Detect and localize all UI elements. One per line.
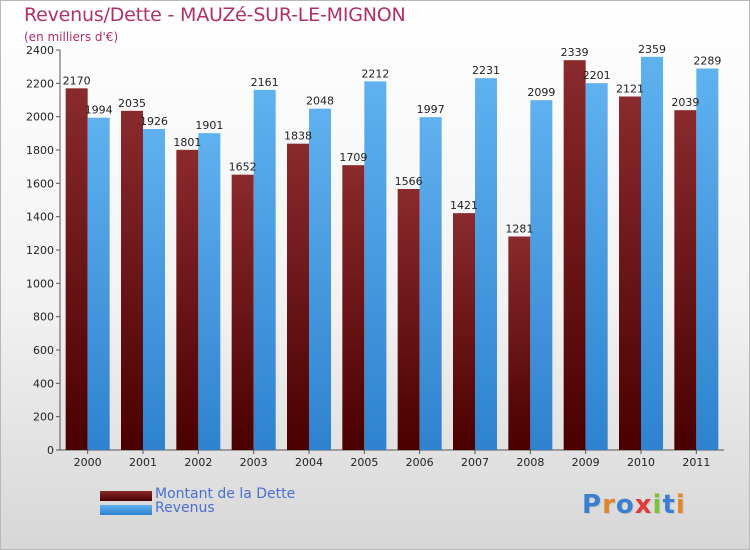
x-tick-label: 2009 — [572, 456, 600, 469]
bar-dette-2005 — [342, 165, 365, 450]
x-tick-label: 2000 — [74, 456, 102, 469]
logo-letter: t — [662, 490, 676, 520]
logo-letter: r — [602, 490, 616, 520]
bar-revenus-2001 — [143, 129, 165, 450]
data-label-dette-2011: 2039 — [671, 96, 699, 109]
legend-swatch-dette — [100, 491, 152, 501]
data-label-revenus-2010: 2359 — [638, 43, 666, 56]
data-label-revenus-2005: 2212 — [361, 67, 389, 80]
bar-revenus-2000 — [87, 117, 110, 451]
bar-revenus-2008 — [530, 100, 553, 451]
data-label-revenus-2000: 1994 — [85, 104, 113, 117]
proxiti-logo: Proxiti — [582, 490, 686, 520]
legend-label-revenus: Revenus — [155, 500, 215, 516]
data-label-revenus-2003: 2161 — [251, 76, 279, 89]
bar-dette-2004 — [287, 143, 309, 450]
legend-label-dette: Montant de la Dette — [155, 486, 296, 502]
y-tick-label: 1200 — [26, 244, 54, 257]
x-tick-label: 2008 — [516, 456, 544, 469]
bar-revenus-2006 — [419, 117, 442, 451]
logo-letter: P — [582, 490, 603, 520]
chart-title: Revenus/Dette - MAUZé-SUR-LE-MIGNON — [24, 4, 406, 26]
bar-revenus-2002 — [198, 133, 221, 450]
x-tick-label: 2004 — [295, 456, 323, 469]
bar-dette-2009 — [563, 60, 586, 451]
bar-dette-2003 — [231, 174, 254, 450]
data-label-revenus-2008: 2099 — [527, 86, 555, 99]
logo-letter: i — [675, 490, 686, 520]
x-tick-label: 2010 — [627, 456, 655, 469]
chart-subtitle: (en milliers d'€) — [24, 30, 119, 44]
data-label-revenus-2009: 2201 — [583, 69, 611, 82]
bar-dette-2011 — [674, 110, 697, 451]
data-label-dette-2009: 2339 — [561, 46, 589, 59]
y-tick-label: 1400 — [26, 211, 54, 224]
bar-dette-2008 — [508, 236, 531, 450]
data-label-revenus-2001: 1926 — [140, 115, 168, 128]
bar-dette-2006 — [397, 189, 420, 450]
y-tick-label: 2200 — [26, 77, 54, 90]
data-label-revenus-2011: 2289 — [693, 55, 721, 68]
bar-dette-2000 — [65, 88, 88, 450]
y-tick-label: 400 — [33, 377, 54, 390]
data-label-revenus-2002: 1901 — [195, 119, 223, 132]
y-tick-label: 200 — [33, 411, 54, 424]
bar-dette-2007 — [453, 213, 475, 450]
y-tick-label: 2400 — [26, 44, 54, 57]
data-label-revenus-2007: 2231 — [472, 64, 500, 77]
data-label-revenus-2004: 2048 — [306, 95, 334, 108]
y-tick-label: 1000 — [26, 277, 54, 290]
data-label-dette-2007: 1421 — [450, 199, 478, 212]
data-label-dette-2003: 1652 — [229, 161, 257, 174]
data-label-revenus-2006: 1997 — [417, 103, 445, 116]
logo-letter: i — [652, 490, 663, 520]
bar-revenus-2003 — [253, 89, 276, 450]
legend-swatch-revenus — [100, 505, 152, 515]
data-label-dette-2008: 1281 — [505, 223, 533, 236]
x-tick-label: 2003 — [240, 456, 268, 469]
bar-revenus-2010 — [641, 56, 663, 450]
logo-letter: o — [615, 490, 635, 520]
data-label-dette-2000: 2170 — [63, 74, 91, 87]
x-tick-label: 2006 — [406, 456, 434, 469]
x-tick-label: 2005 — [350, 456, 378, 469]
bar-dette-2001 — [121, 110, 143, 450]
bar-dette-2002 — [176, 149, 199, 451]
x-tick-label: 2011 — [682, 456, 710, 469]
x-tick-label: 2002 — [184, 456, 212, 469]
data-label-dette-2005: 1709 — [339, 151, 367, 164]
y-tick-label: 1800 — [26, 144, 54, 157]
data-label-dette-2006: 1566 — [395, 175, 423, 188]
y-tick-label: 600 — [33, 344, 54, 357]
y-tick-label: 800 — [33, 311, 54, 324]
data-label-dette-2002: 1801 — [173, 136, 201, 149]
bar-dette-2010 — [619, 96, 641, 450]
data-label-dette-2004: 1838 — [284, 130, 312, 143]
y-tick-label: 1600 — [26, 177, 54, 190]
y-tick-label: 0 — [47, 444, 54, 457]
bar-revenus-2011 — [696, 68, 719, 450]
data-label-dette-2001: 2035 — [118, 97, 146, 110]
logo-letter: x — [634, 490, 653, 520]
x-tick-label: 2007 — [461, 456, 489, 469]
bar-revenus-2005 — [364, 81, 387, 450]
data-label-dette-2010: 2121 — [616, 83, 644, 96]
bar-revenus-2009 — [585, 83, 608, 451]
bar-revenus-2004 — [309, 108, 331, 451]
bar-revenus-2007 — [475, 78, 497, 451]
x-tick-label: 2001 — [129, 456, 157, 469]
y-tick-label: 2000 — [26, 111, 54, 124]
